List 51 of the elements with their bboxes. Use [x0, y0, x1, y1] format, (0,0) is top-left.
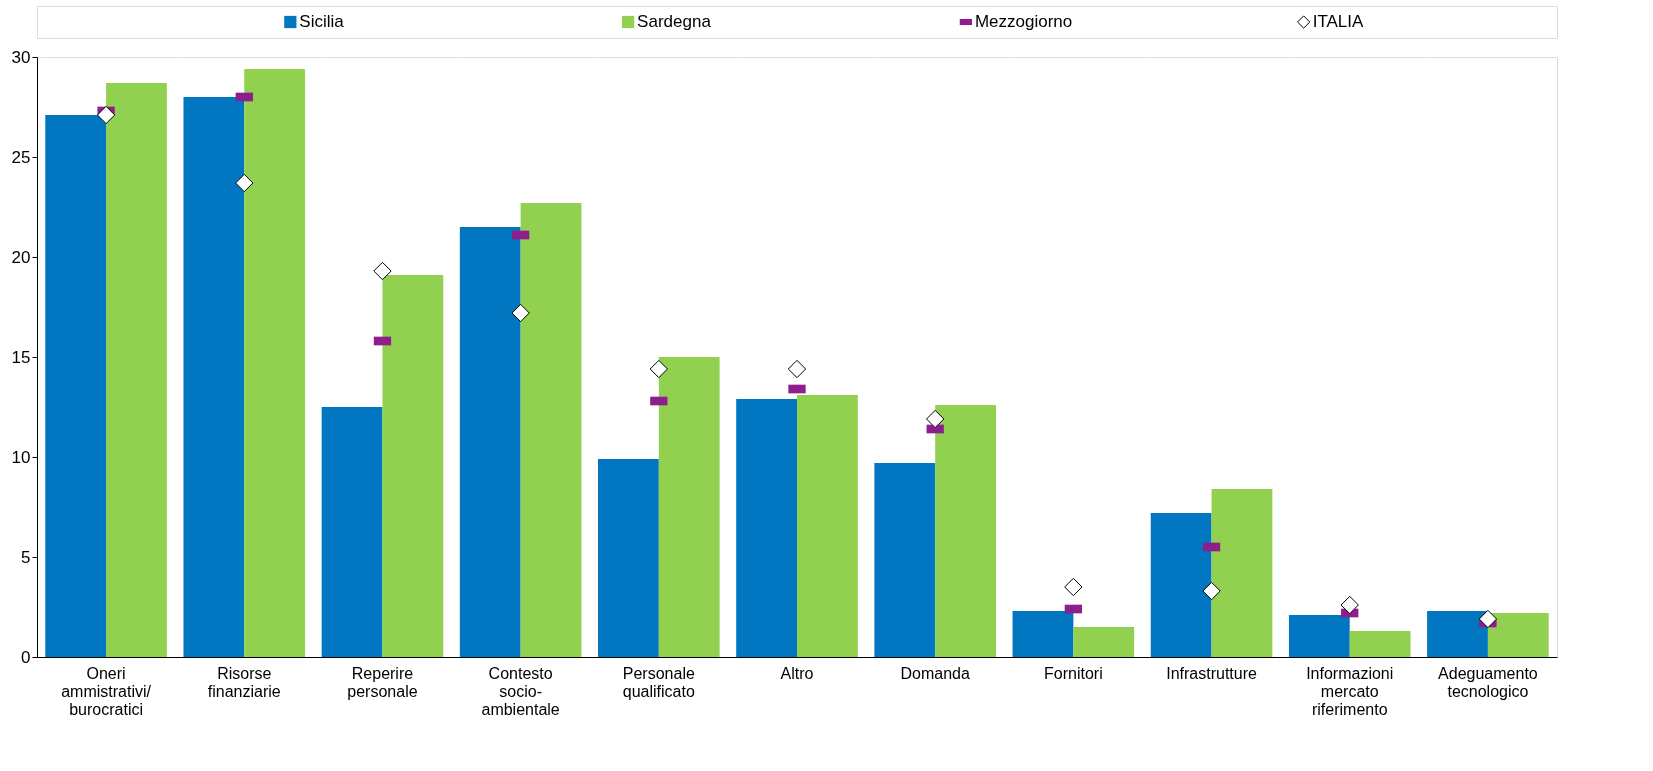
bar [1349, 631, 1411, 657]
legend-label: Mezzogiorno [974, 12, 1073, 31]
y-tick-label: 20 [11, 247, 31, 267]
x-tick-label: Fornitori [1044, 664, 1103, 682]
bar [244, 69, 306, 657]
x-tick-label: Personale qualificato [622, 664, 695, 700]
bar [797, 395, 858, 657]
y-tick-label: 30 [11, 47, 31, 67]
x-tick-label: Adeguamento tecnologico [1438, 664, 1538, 700]
x-tick-label: Contesto socio-ambientale [481, 664, 560, 718]
point [1478, 609, 1498, 629]
x-tick-label: Domanda [900, 664, 970, 682]
point [235, 173, 254, 193]
bar [45, 115, 107, 657]
bar [382, 275, 444, 657]
bar [874, 463, 936, 657]
bar [736, 399, 797, 657]
bar [1073, 627, 1135, 657]
bar [598, 459, 659, 657]
y-tick-label: 10 [11, 447, 31, 467]
point [649, 359, 668, 379]
y-tick-label: 0 [21, 647, 31, 667]
bar [1487, 613, 1549, 657]
legend-label: ITALIA [1312, 12, 1365, 31]
bar [1211, 489, 1273, 657]
bar [106, 83, 167, 657]
y-tick-label: 25 [11, 147, 31, 167]
x-tick-label: Infrastrutture [1166, 664, 1257, 682]
point [511, 303, 530, 323]
point [1202, 581, 1221, 601]
bar [935, 405, 996, 657]
bar [1288, 615, 1350, 657]
bar [658, 357, 720, 657]
x-tick-label: Informazioni mercato riferimento [1306, 664, 1394, 718]
x-tick-label: Altro [780, 664, 814, 682]
y-tick-label: 5 [21, 547, 31, 567]
y-tick-label: 15 [11, 347, 31, 367]
x-tick-label: Oneri ammistrativi/ burocratici [61, 664, 152, 718]
legend-label: Sardegna [637, 12, 712, 31]
bar [1427, 611, 1488, 657]
bar [1150, 513, 1212, 657]
bar [183, 97, 245, 657]
x-tick-label: Risorse finanziarie [207, 664, 281, 700]
x-tick-label: Reperire personale [347, 664, 418, 700]
bar [321, 407, 383, 657]
point [926, 409, 945, 429]
bar [1012, 611, 1074, 657]
legend-label: Sicilia [299, 12, 345, 31]
bar [459, 227, 521, 657]
bar [520, 203, 582, 657]
point [96, 105, 116, 125]
